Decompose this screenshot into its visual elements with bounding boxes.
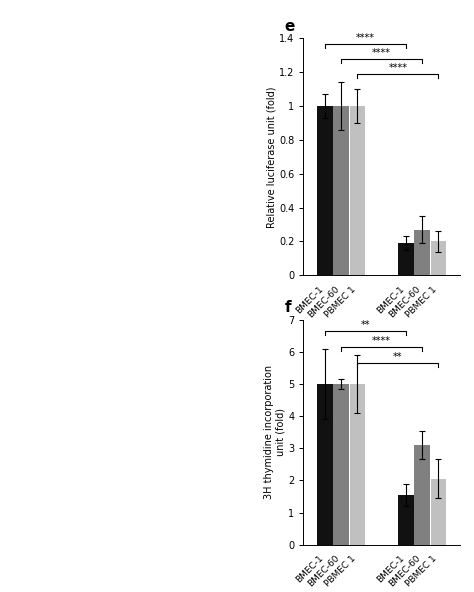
Text: ****: **** [388,63,407,73]
Text: PBMEC 1: PBMEC 1 [323,285,357,319]
Y-axis label: Relative luciferase unit (fold): Relative luciferase unit (fold) [266,86,276,228]
Text: BMEC-1: BMEC-1 [294,554,325,584]
Bar [414,230,430,275]
Text: **: ** [393,352,402,362]
Text: f: f [284,300,291,315]
Text: BMEC-60: BMEC-60 [387,554,422,588]
Text: BMEC-1: BMEC-1 [375,554,406,584]
Bar [350,106,365,275]
Text: BMEC-60: BMEC-60 [387,285,422,320]
Text: BMEC-60: BMEC-60 [306,554,341,588]
Text: PBMEC 1: PBMEC 1 [323,554,357,588]
Text: ****: **** [372,48,391,58]
Text: ****: **** [356,33,375,43]
Text: BMEC-1: BMEC-1 [375,285,406,316]
Text: BCL9-shRNA 1: BCL9-shRNA 1 [387,342,457,352]
Y-axis label: 3H thymidine incorporation
unit (fold): 3H thymidine incorporation unit (fold) [264,365,285,499]
Bar [317,106,333,275]
Bar [350,384,365,545]
Bar [398,495,413,545]
Bar [430,479,446,545]
Text: ****: **** [372,336,391,346]
Bar [430,242,446,275]
Bar [333,106,349,275]
Bar [414,445,430,545]
Text: e: e [284,19,295,34]
Bar [398,243,413,275]
Text: **: ** [361,320,370,330]
Bar [333,384,349,545]
Text: Control-shRNA: Control-shRNA [306,342,376,352]
Bar [317,384,333,545]
Text: BMEC-60: BMEC-60 [306,285,341,320]
Text: BMEC-1: BMEC-1 [294,285,325,316]
Text: PBMEC 1: PBMEC 1 [404,554,438,588]
Text: PBMEC 1: PBMEC 1 [404,285,438,319]
